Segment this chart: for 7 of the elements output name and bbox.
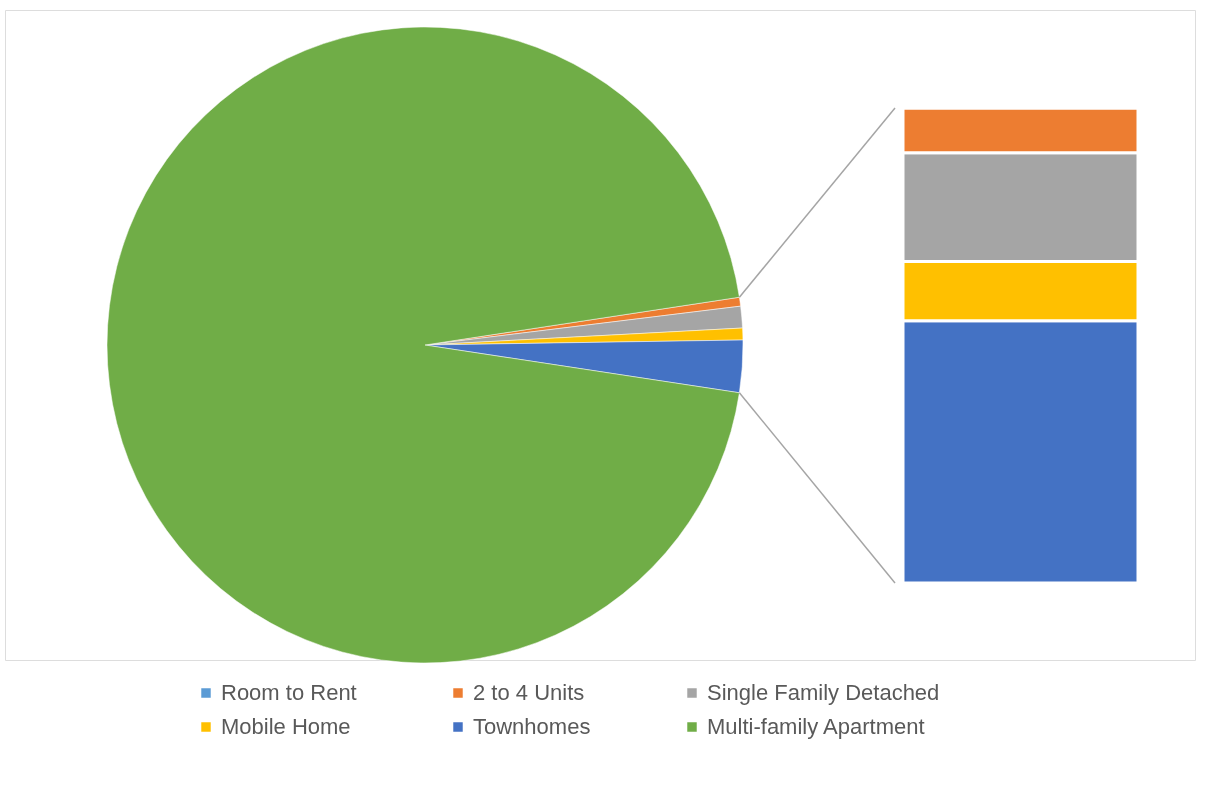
legend-label: Townhomes — [473, 714, 591, 739]
legend-label: Mobile Home — [221, 714, 351, 739]
legend-label: Single Family Detached — [707, 680, 940, 705]
pie-slice — [107, 26, 740, 664]
legend-label: Room to Rent — [221, 680, 357, 705]
legend-label: 2 to 4 Units — [473, 680, 585, 705]
legend-label: Multi-family Apartment — [707, 714, 925, 739]
